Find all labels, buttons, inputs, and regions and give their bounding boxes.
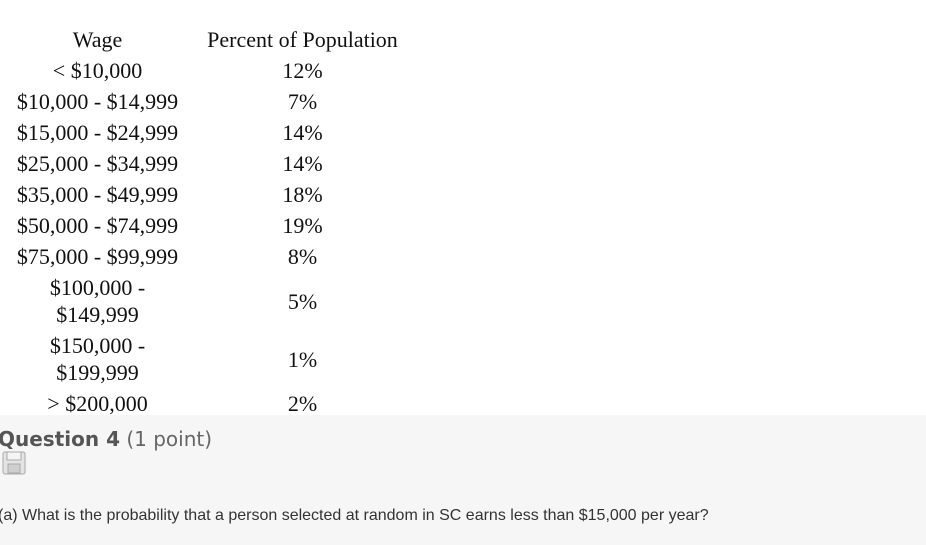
icon-slot — [7, 463, 21, 474]
table-body: < $10,000 12% $10,000 - $14,999 7% $15,000 -… — [0, 55, 410, 419]
percent-cell: 8% — [287, 244, 318, 269]
header-row: Wage Percent of Population — [0, 24, 410, 55]
percent-cell: 5% — [287, 288, 318, 314]
header-cell: Percent of Population — [207, 27, 398, 52]
percent-cell: 12% — [282, 58, 323, 83]
percent-cell: 14% — [282, 151, 323, 176]
question-text: (a) What is the probability that a perso… — [0, 507, 709, 524]
table-row: $25,000 - $34,999 14% — [0, 148, 410, 179]
percent-cell: 14% — [282, 120, 323, 145]
table-row: $75,000 - $99,999 8% — [0, 241, 410, 272]
wage-cell: $15,000 - $24,999 — [16, 120, 179, 145]
icon-label — [6, 451, 22, 461]
wage-cell: < $10,000 — [52, 58, 143, 83]
wage-cell: > $200,000 — [47, 391, 148, 416]
wage-cell: $100,000 - $149,999 — [49, 275, 146, 327]
question-panel: Question 4 (1 point) (a) What is the pro… — [0, 415, 926, 545]
percent-cell: 18% — [282, 182, 323, 207]
wage-table: Wage Percent of Population < $10,000 12% $… — [0, 24, 410, 419]
percent-cell: 19% — [282, 213, 323, 238]
table-row: $50,000 - $74,999 19% — [0, 210, 410, 241]
percent-cell: 7% — [287, 89, 318, 114]
wage-cell: $35,000 - $49,999 — [16, 182, 179, 207]
wage-cell: $25,000 - $34,999 — [16, 151, 179, 176]
question-number: Question 4 — [0, 427, 120, 451]
percent-cell: 2% — [287, 391, 318, 416]
table-row: $150,000 - $199,999 1% — [0, 330, 410, 388]
question-points: (1 point) — [126, 427, 213, 451]
wage-cell: $50,000 - $74,999 — [16, 213, 179, 238]
table-row: $100,000 - $149,999 5% — [0, 272, 410, 330]
table-row: $35,000 - $49,999 18% — [0, 179, 410, 210]
table-row: $15,000 - $24,999 14% — [0, 117, 410, 148]
table-row: > $200,000 2% — [0, 388, 410, 419]
table-row: < $10,000 12% — [0, 55, 410, 86]
save-icon[interactable] — [2, 451, 26, 475]
wage-cell: $75,000 - $99,999 — [16, 244, 179, 269]
header-cell: Wage — [72, 27, 123, 52]
wage-cell: $10,000 - $14,999 — [16, 89, 179, 114]
table-row: $10,000 - $14,999 7% — [0, 86, 410, 117]
percent-cell: 1% — [287, 346, 318, 372]
wage-cell: $150,000 - $199,999 — [49, 333, 146, 385]
question-title: Question 4 (1 point) — [0, 427, 212, 451]
